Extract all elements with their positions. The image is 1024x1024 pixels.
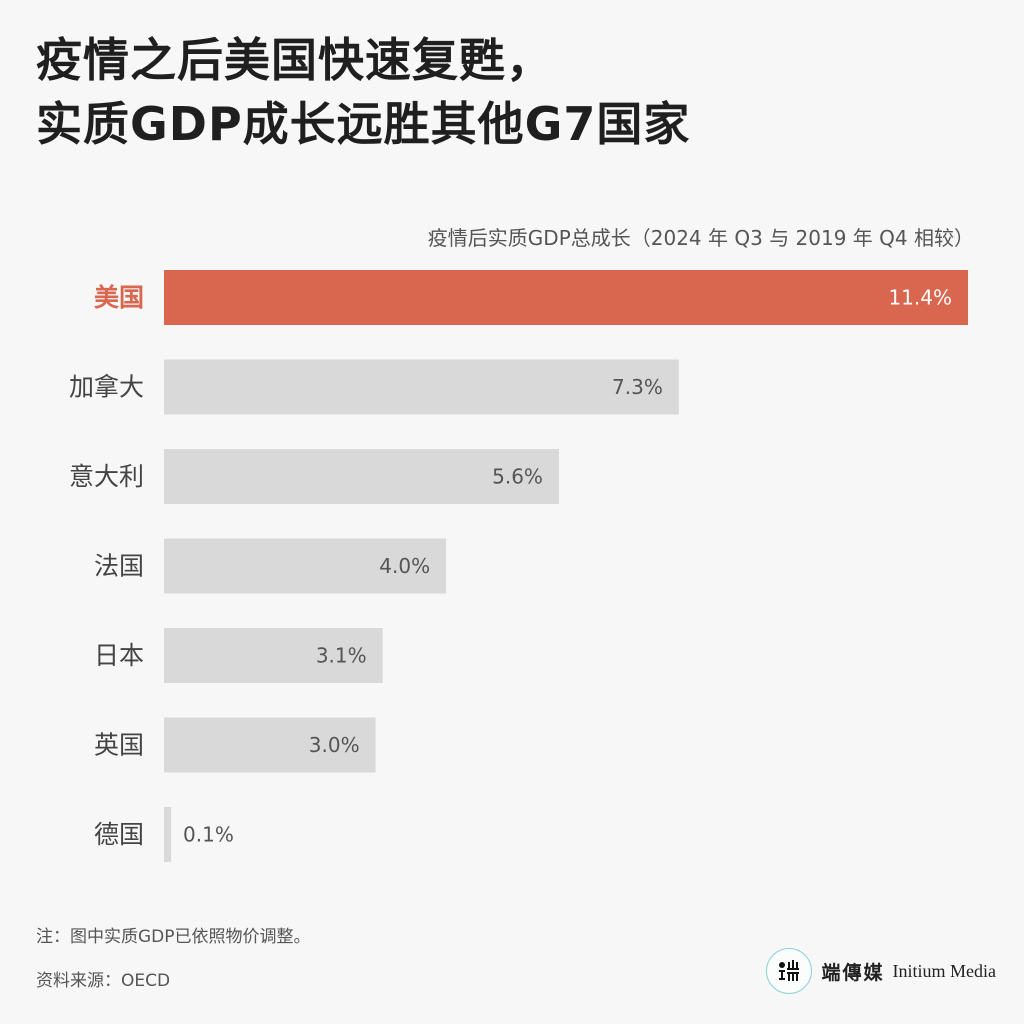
category-label-1: 美国 [94, 283, 144, 312]
chart-title: 疫情之后美国快速复甦， 实质GDP成长远胜其他G7国家 [36, 28, 690, 156]
value-label-3: 5.6% [492, 465, 543, 489]
value-label-1: 11.4% [888, 286, 952, 310]
brand: 端傳媒 Initium Media [765, 946, 996, 996]
bar-1 [164, 270, 968, 325]
category-label-2: 加拿大 [69, 373, 144, 402]
value-label-5: 3.1% [316, 644, 367, 668]
value-label-7: 0.1% [183, 823, 234, 847]
bar-chart: 美国 11.4% 加拿大 7.3% 意大利 5.6% 法国 4.0% 日本 3.1% 英国 3.0% 德… [69, 270, 968, 862]
bar-3 [164, 449, 559, 504]
value-label-6: 3.0% [309, 733, 360, 757]
bar-6 [164, 717, 376, 773]
bar-5 [164, 628, 383, 683]
category-label-3: 意大利 [69, 462, 144, 491]
brand-name-zh: 端傳媒 [821, 961, 885, 984]
value-label-4: 4.0% [379, 554, 430, 578]
bar-2 [164, 359, 679, 415]
category-label-4: 法国 [94, 552, 144, 581]
bar-4 [164, 538, 447, 594]
value-label-2: 7.3% [612, 375, 663, 399]
category-label-7: 德国 [94, 820, 144, 849]
initium-logo-icon [765, 948, 812, 994]
title-line-1: 疫情之后美国快速复甦， [36, 33, 553, 87]
bar-7 [164, 807, 172, 862]
source-note: 资料来源：OECD [36, 971, 171, 991]
footnote: 注：图中实质GDP已依照物价调整。 [36, 927, 311, 947]
chart-subtitle: 疫情后实质GDP总成长（2024 年 Q3 与 2019 年 Q4 相较） [427, 226, 974, 250]
category-label-6: 英国 [94, 731, 144, 760]
brand-name-en: Initium Media [892, 960, 996, 981]
title-line-2: 实质GDP成长远胜其他G7国家 [36, 97, 691, 151]
category-label-5: 日本 [94, 641, 144, 670]
